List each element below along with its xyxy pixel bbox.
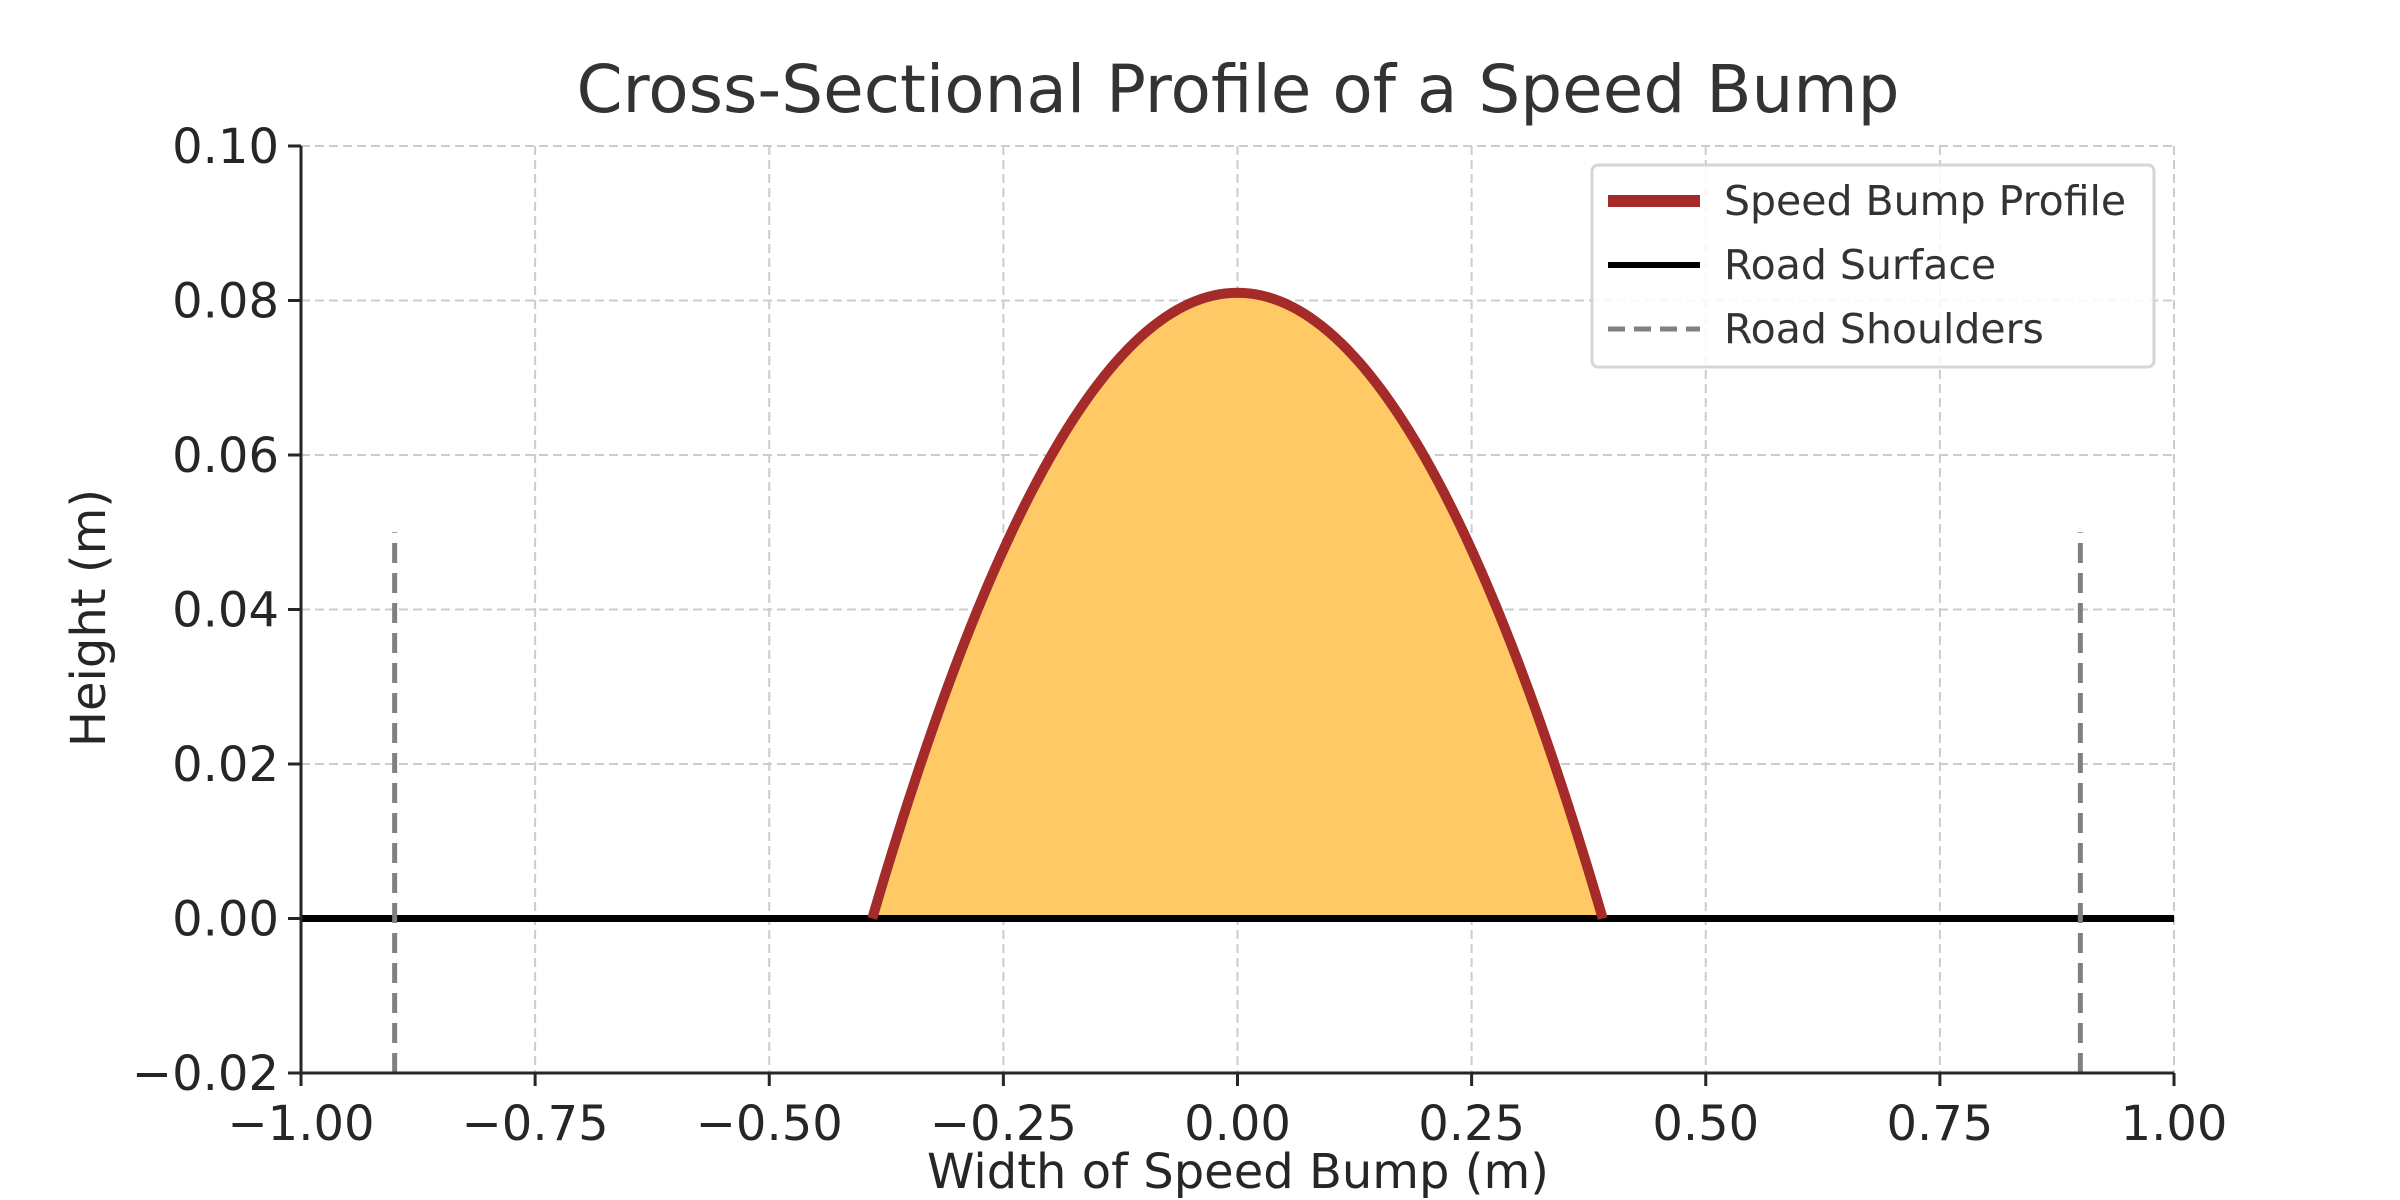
x-tick-label: 0.75 — [1886, 1096, 1993, 1152]
y-tick-label: 0.00 — [172, 892, 279, 948]
chart-title: Cross-Sectional Profile of a Speed Bump — [576, 51, 1899, 128]
y-tick-label: 0.08 — [172, 274, 279, 330]
x-axis-title: Width of Speed Bump (m) — [927, 1144, 1549, 1200]
x-tick-label: −0.25 — [930, 1096, 1077, 1152]
y-tick-label: −0.02 — [132, 1046, 279, 1102]
x-tick-label: 0.50 — [1652, 1096, 1759, 1152]
y-tick-label: 0.02 — [172, 737, 279, 793]
speed-bump-profile-line — [867, 287, 1608, 920]
legend-label: Road Surface — [1724, 241, 1996, 289]
legend-box — [1590, 163, 2156, 369]
x-tick-label: 1.00 — [2121, 1096, 2228, 1152]
x-tick-label: 0.00 — [1184, 1096, 1291, 1152]
x-tick-label: 0.25 — [1418, 1096, 1525, 1152]
legend-label: Road Shoulders — [1724, 305, 2044, 353]
y-tick-label: 0.06 — [172, 428, 279, 484]
y-tick-label: 0.10 — [172, 119, 279, 175]
x-tick-label: −1.00 — [227, 1096, 374, 1152]
speed-bump-fill — [872, 292, 1603, 919]
y-tick-label: 0.04 — [172, 583, 279, 639]
x-tick-label: −0.50 — [696, 1096, 843, 1152]
legend-label: Speed Bump Profile — [1724, 177, 2126, 225]
x-tick-label: −0.75 — [462, 1096, 609, 1152]
y-axis-title: Height (m) — [61, 489, 117, 747]
